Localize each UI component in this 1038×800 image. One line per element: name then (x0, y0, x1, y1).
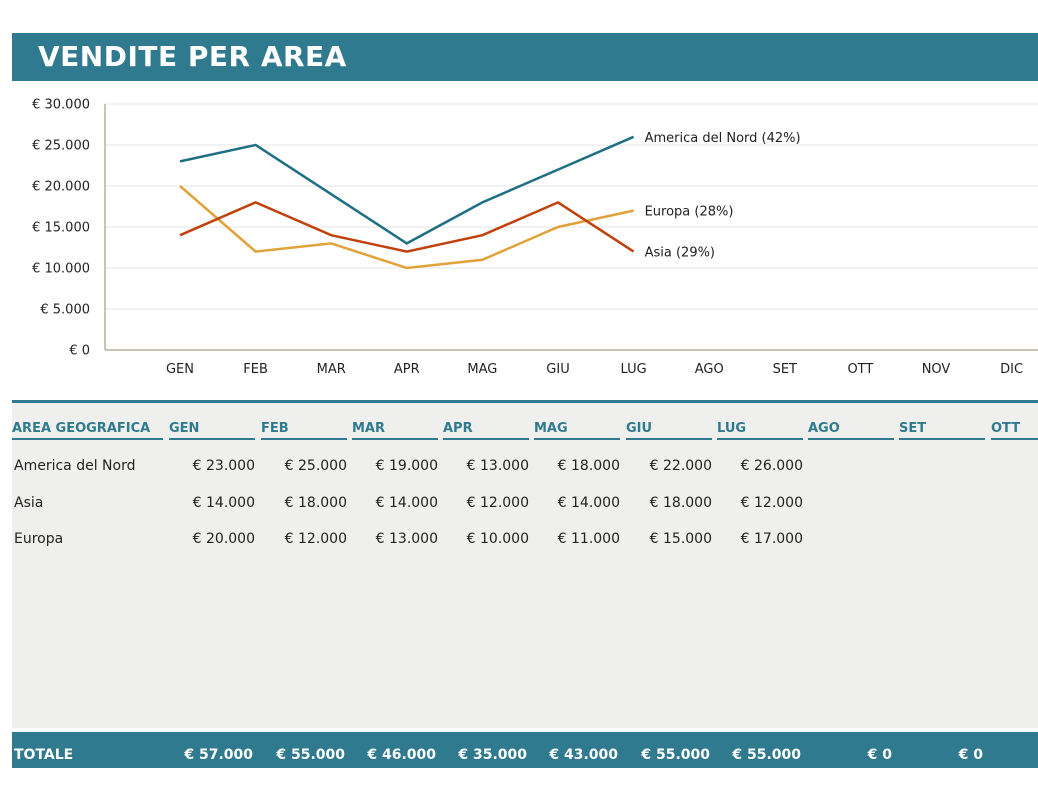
table-row-label: America del Nord (14, 458, 136, 474)
total-cell: € 0 (867, 747, 892, 763)
table-cell: € 26.000 (740, 458, 803, 474)
x-tick-label: MAR (317, 362, 346, 377)
x-tick-label: OTT (847, 362, 873, 377)
x-tick-label: NOV (922, 362, 951, 377)
table-header-cell: AREA GEOGRAFICA (12, 421, 163, 440)
x-tick-label: LUG (621, 362, 647, 377)
y-tick-label: € 20.000 (32, 180, 90, 195)
table-cell: € 15.000 (649, 531, 712, 547)
table-row-label: Europa (14, 531, 64, 547)
y-tick-label: € 25.000 (32, 139, 90, 154)
series-label: Europa (28%) (645, 205, 734, 220)
total-cell: € 35.000 (458, 747, 527, 763)
total-cell: € 43.000 (549, 747, 618, 763)
total-cell: € 46.000 (367, 747, 436, 763)
total-label: TOTALE (14, 747, 74, 763)
x-tick-label: DIC (1000, 362, 1023, 377)
table-cell: € 10.000 (466, 531, 529, 547)
table-header-cell: SET (899, 421, 985, 440)
table-header-cell: FEB (261, 421, 347, 440)
table-cell: € 12.000 (284, 531, 347, 547)
title-bar: VENDITE PER AREA (12, 33, 1038, 81)
table-cell: € 18.000 (557, 458, 620, 474)
table-header-cell: MAG (534, 421, 620, 440)
total-row: TOTALE € 57.000 € 55.000 € 46.000 € 35.000 € … (12, 732, 1038, 768)
y-tick-label: € 5.000 (40, 303, 90, 318)
x-tick-label: GEN (166, 362, 194, 377)
x-tick-label: AGO (695, 362, 724, 377)
y-tick-label: € 30.000 (32, 98, 90, 113)
table-header-cell: AGO (808, 421, 894, 440)
table-cell: € 14.000 (375, 495, 438, 511)
total-cell: € 55.000 (732, 747, 801, 763)
y-tick-label: € 0 (69, 344, 90, 359)
table-header-cell: GIU (626, 421, 712, 440)
y-tick-label: € 10.000 (32, 262, 90, 277)
table-cell: € 17.000 (740, 531, 803, 547)
table-cell: € 22.000 (649, 458, 712, 474)
table-cell: € 18.000 (284, 495, 347, 511)
table-cell: € 18.000 (649, 495, 712, 511)
total-cell: € 57.000 (184, 747, 253, 763)
table-cell: € 12.000 (740, 495, 803, 511)
table-header-cell: APR (443, 421, 529, 440)
x-tick-label: FEB (243, 362, 268, 377)
table-cell: € 20.000 (192, 531, 255, 547)
table-cell: € 13.000 (466, 458, 529, 474)
table-cell: € 14.000 (192, 495, 255, 511)
page-title: VENDITE PER AREA (38, 40, 347, 73)
table-header-cell: GEN (169, 421, 255, 440)
table-cell: € 12.000 (466, 495, 529, 511)
table-cell: € 11.000 (557, 531, 620, 547)
table-row-label: Asia (14, 495, 44, 511)
sales-table: AREA GEOGRAFICA GEN FEB MAR APR MAG GIU LUG AGO S… (12, 400, 1038, 728)
total-cell: € 55.000 (641, 747, 710, 763)
table-cell: € 14.000 (557, 495, 620, 511)
series-label: Asia (29%) (645, 246, 715, 261)
total-cell: € 55.000 (276, 747, 345, 763)
x-tick-label: MAG (467, 362, 497, 377)
table-header-cell: LUG (717, 421, 803, 440)
total-cell: € 0 (958, 747, 983, 763)
series-label: America del Nord (42%) (645, 131, 801, 146)
x-tick-label: GIU (546, 362, 569, 377)
table-cell: € 25.000 (284, 458, 347, 474)
line-chart: € 0 € 5.000 € 10.000 € 15.000 € 20.000 € 25.0… (32, 98, 1038, 377)
table-cell: € 23.000 (192, 458, 255, 474)
y-tick-label: € 15.000 (32, 221, 90, 236)
x-tick-label: SET (773, 362, 797, 377)
x-tick-label: APR (394, 362, 420, 377)
table-cell: € 13.000 (375, 531, 438, 547)
table-cell: € 19.000 (375, 458, 438, 474)
table-header-cell: MAR (352, 421, 438, 440)
table-header-cell: OTT (991, 421, 1038, 440)
